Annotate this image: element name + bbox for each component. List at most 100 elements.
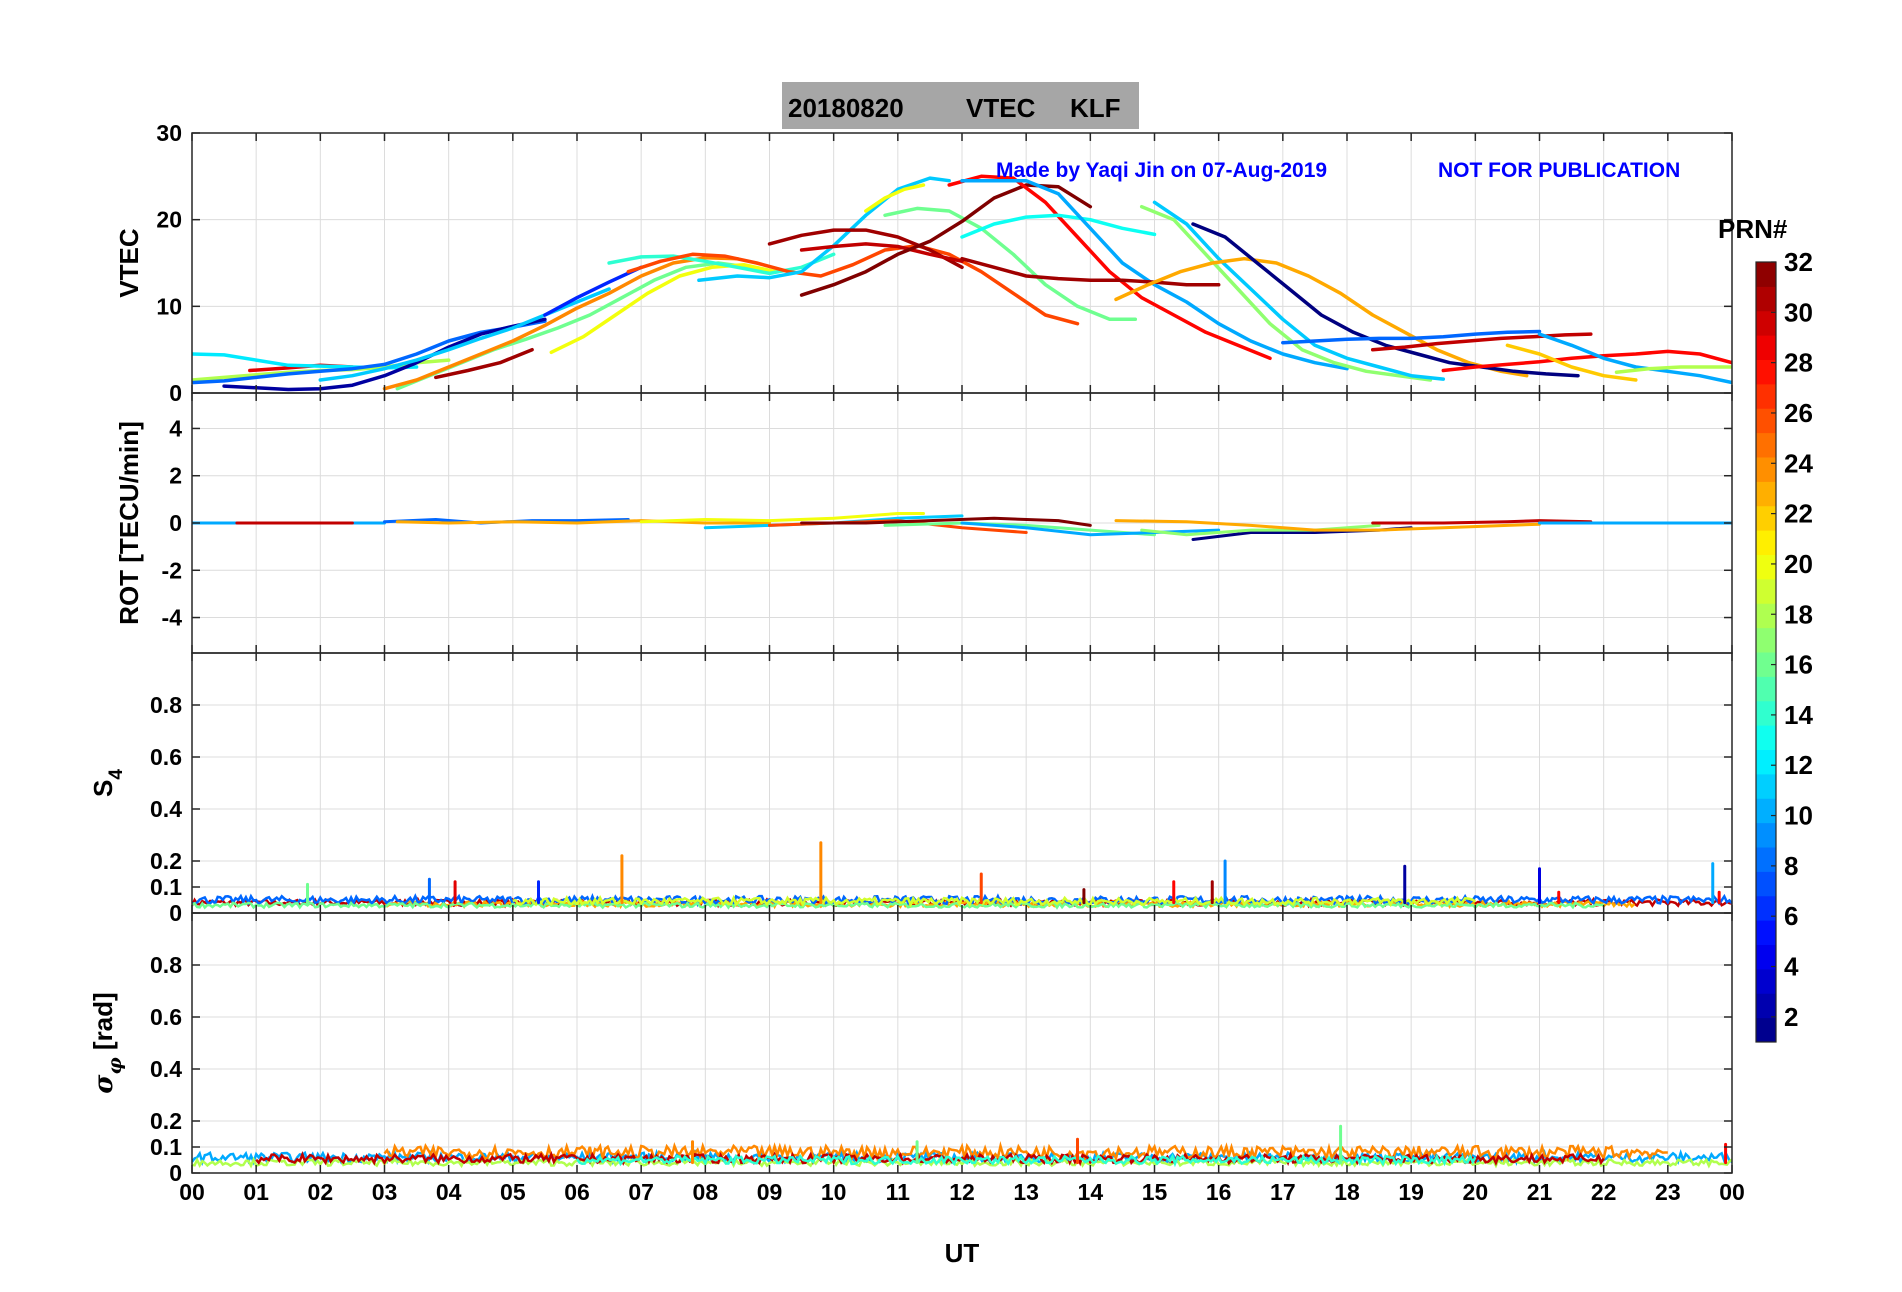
colorbar-segment [1756, 822, 1776, 848]
colorbar-tick-label: 26 [1784, 398, 1813, 428]
prn-series [947, 174, 1272, 361]
x-tick-label: 02 [308, 1179, 334, 1205]
y-tick-label: 4 [169, 415, 182, 441]
prn-series [1614, 365, 1732, 374]
y-tick-label: 30 [156, 120, 182, 146]
colorbar-segment [1756, 700, 1776, 726]
rot-panel: -4 -2 0 2 4 ROT [TECU/min] [114, 392, 1733, 654]
prn-baseline [192, 1156, 1732, 1169]
prn-baseline [255, 1150, 1605, 1167]
sigma-phi-ylabel: σφ [rad] [88, 992, 126, 1093]
colorbar-tick-label: 10 [1784, 801, 1813, 831]
y-tick-label: 0.1 [150, 874, 182, 900]
prn-series [549, 262, 778, 355]
colorbar-segment [1756, 554, 1776, 580]
x-tick-label: 23 [1655, 1179, 1681, 1205]
prn-series [864, 183, 926, 213]
y-tick-label: 0.8 [150, 692, 182, 718]
colorbar-segment [1756, 944, 1776, 970]
prn-series [883, 206, 1138, 322]
colorbar-tick-label: 30 [1784, 297, 1813, 327]
prn-series [1371, 519, 1593, 525]
colorbar-segment [1756, 652, 1776, 677]
colorbar-segment [1756, 627, 1776, 653]
s4-ylabel: S4 [88, 769, 127, 797]
colorbar-segment [1756, 773, 1776, 799]
colorbar-segment [1756, 676, 1776, 702]
prn-series [883, 521, 1156, 537]
prn-series [1537, 332, 1732, 385]
y-tick-label: 0.8 [150, 952, 182, 978]
x-tick-label: 18 [1334, 1179, 1360, 1205]
colorbar-tick-label: 6 [1784, 901, 1798, 931]
rot-ylabel: ROT [TECU/min] [114, 421, 144, 625]
colorbar-segment [1756, 262, 1776, 287]
colorbar-segment [1756, 993, 1776, 1019]
colorbar-segment [1756, 749, 1776, 775]
colorbar-tick-label: 32 [1784, 247, 1813, 277]
prn-series [1370, 332, 1593, 352]
prn-series [607, 252, 836, 276]
colorbar-segment [1756, 895, 1776, 921]
x-tick-label: 03 [372, 1179, 398, 1205]
colorbar-segment [1756, 383, 1776, 409]
colorbar-segment [1756, 847, 1776, 872]
colorbar-segment [1756, 310, 1776, 336]
prn-series [960, 178, 1349, 371]
colorbar-tick-label: 14 [1784, 700, 1813, 730]
prn-series [1441, 349, 1732, 373]
y-tick-label: 0.6 [150, 1004, 182, 1030]
prn-series [1140, 523, 1381, 537]
colorbar-segment [1756, 871, 1776, 897]
prn-series [626, 243, 1080, 326]
y-tick-label: 0.2 [150, 848, 182, 874]
prn-series [1114, 256, 1529, 378]
prn-baseline [192, 900, 1604, 910]
y-tick-label: 0 [169, 510, 182, 536]
x-tick-label: 19 [1398, 1179, 1424, 1205]
prn-series [395, 261, 772, 391]
colorbar-segment [1756, 457, 1776, 482]
prn-series [434, 347, 534, 380]
colorbar-segment [1756, 920, 1776, 945]
x-tick-label: 14 [1078, 1179, 1104, 1205]
prn-series [395, 519, 771, 525]
prn-series [1152, 200, 1446, 381]
prn-series [799, 242, 964, 264]
prn-series [1505, 343, 1638, 382]
x-tick-label: 00 [1719, 1179, 1745, 1205]
prn-series [543, 265, 643, 317]
colorbar-segment [1756, 505, 1776, 531]
colorbar-segment [1756, 432, 1776, 458]
x-tick-label: 01 [243, 1179, 269, 1205]
x-tick-label: 06 [564, 1179, 590, 1205]
colorbar-segment [1756, 798, 1776, 824]
y-tick-label: 10 [156, 293, 182, 319]
colorbar-tick-label: 8 [1784, 851, 1798, 881]
colorbar-segment [1756, 968, 1776, 994]
y-tick-label: 0.1 [150, 1134, 182, 1160]
x-tick-label: 00 [179, 1179, 205, 1205]
colorbar-tick-label: 12 [1784, 750, 1813, 780]
x-tick-label: 20 [1463, 1179, 1489, 1205]
x-tick-label: 17 [1270, 1179, 1296, 1205]
x-tick-label: 11 [886, 1179, 911, 1205]
title-box [782, 82, 1139, 129]
y-tick-label: 0.6 [150, 744, 182, 770]
colorbar-tick-label: 2 [1784, 1002, 1798, 1032]
x-axis: 00 01 02 03 04 05 06 07 08 09 10 11 12 13 14 15 16 17 18 19… [179, 1179, 1745, 1205]
colorbar-segment [1756, 1017, 1776, 1043]
colorbar-segment [1756, 578, 1776, 604]
x-tick-label: 16 [1206, 1179, 1232, 1205]
x-tick-label: 12 [949, 1179, 975, 1205]
vtec-ylabel: VTEC [114, 228, 144, 298]
y-tick-label: 2 [169, 463, 182, 489]
y-tick-label: 0 [169, 380, 182, 406]
colorbar-segment [1756, 335, 1776, 360]
colorbar-tick-label: 24 [1784, 448, 1813, 478]
prn-series [639, 512, 925, 524]
prn-series [960, 256, 1221, 287]
prn-baseline [512, 894, 1477, 909]
